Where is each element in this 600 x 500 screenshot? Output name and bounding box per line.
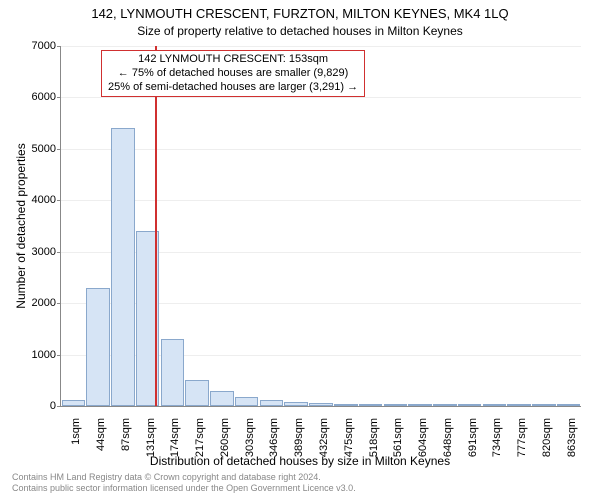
x-tick-label: 217sqm bbox=[194, 418, 206, 468]
histogram-bar bbox=[334, 404, 358, 406]
y-tick bbox=[57, 303, 61, 304]
x-tick-label: 174sqm bbox=[169, 418, 181, 468]
y-tick bbox=[57, 200, 61, 201]
y-tick bbox=[57, 355, 61, 356]
histogram-bar bbox=[483, 404, 507, 406]
histogram-bar bbox=[458, 404, 482, 406]
histogram-bar bbox=[210, 391, 234, 406]
histogram-bar bbox=[309, 403, 333, 406]
histogram-bar bbox=[111, 128, 135, 406]
histogram-bar bbox=[532, 404, 556, 406]
y-tick-label: 0 bbox=[16, 400, 56, 412]
histogram-bar bbox=[384, 404, 408, 406]
x-tick-label: 1sqm bbox=[70, 418, 82, 468]
x-tick-label: 691sqm bbox=[467, 418, 479, 468]
annotation-box: 142 LYNMOUTH CRESCENT: 153sqm ← 75% of d… bbox=[101, 50, 365, 97]
histogram-bar bbox=[433, 404, 457, 406]
x-tick-label: 44sqm bbox=[95, 418, 107, 468]
x-tick-label: 518sqm bbox=[368, 418, 380, 468]
histogram-bar bbox=[284, 402, 308, 406]
x-tick-label: 389sqm bbox=[293, 418, 305, 468]
page-subtitle: Size of property relative to detached ho… bbox=[0, 24, 600, 38]
chart-container: 142, LYNMOUTH CRESCENT, FURZTON, MILTON … bbox=[0, 0, 600, 500]
x-tick-label: 604sqm bbox=[417, 418, 429, 468]
marker-line bbox=[155, 46, 157, 406]
y-tick-label: 2000 bbox=[16, 297, 56, 309]
grid-line bbox=[61, 97, 581, 98]
y-tick bbox=[57, 406, 61, 407]
histogram-bar bbox=[235, 397, 259, 406]
x-tick-label: 648sqm bbox=[442, 418, 454, 468]
x-tick-label: 820sqm bbox=[541, 418, 553, 468]
histogram-bar bbox=[557, 404, 581, 406]
y-tick-label: 5000 bbox=[16, 143, 56, 155]
x-tick-label: 777sqm bbox=[516, 418, 528, 468]
histogram-bar bbox=[62, 400, 86, 406]
y-tick bbox=[57, 252, 61, 253]
y-tick-label: 4000 bbox=[16, 194, 56, 206]
grid-line bbox=[61, 46, 581, 47]
x-tick-label: 87sqm bbox=[120, 418, 132, 468]
y-axis-title: Number of detached properties bbox=[14, 143, 28, 308]
histogram-bar bbox=[359, 404, 383, 406]
histogram-bar bbox=[86, 288, 110, 406]
x-tick-label: 260sqm bbox=[219, 418, 231, 468]
y-tick bbox=[57, 97, 61, 98]
footer-line2: Contains public sector information licen… bbox=[12, 483, 356, 494]
x-tick-label: 863sqm bbox=[566, 418, 578, 468]
x-tick-label: 561sqm bbox=[392, 418, 404, 468]
annotation-line2: ← 75% of detached houses are smaller (9,… bbox=[108, 67, 358, 81]
page-title: 142, LYNMOUTH CRESCENT, FURZTON, MILTON … bbox=[0, 6, 600, 21]
histogram-bar bbox=[260, 400, 284, 406]
grid-line bbox=[61, 200, 581, 201]
chart-area: 142 LYNMOUTH CRESCENT: 153sqm ← 75% of d… bbox=[60, 46, 581, 407]
x-tick-label: 303sqm bbox=[244, 418, 256, 468]
x-tick-label: 734sqm bbox=[491, 418, 503, 468]
grid-line bbox=[61, 149, 581, 150]
y-tick-label: 6000 bbox=[16, 91, 56, 103]
histogram-bar bbox=[185, 380, 209, 406]
x-tick-label: 346sqm bbox=[268, 418, 280, 468]
annotation-line1: 142 LYNMOUTH CRESCENT: 153sqm bbox=[108, 53, 358, 67]
histogram-bar bbox=[408, 404, 432, 406]
x-tick-label: 432sqm bbox=[318, 418, 330, 468]
annotation-line3: 25% of semi-detached houses are larger (… bbox=[108, 81, 358, 95]
y-tick-label: 1000 bbox=[16, 349, 56, 361]
y-tick bbox=[57, 149, 61, 150]
y-tick-label: 3000 bbox=[16, 246, 56, 258]
x-tick-label: 131sqm bbox=[145, 418, 157, 468]
histogram-bar bbox=[161, 339, 185, 406]
y-tick bbox=[57, 46, 61, 47]
footer-line1: Contains HM Land Registry data © Crown c… bbox=[12, 472, 321, 483]
y-tick-label: 7000 bbox=[16, 40, 56, 52]
x-tick-label: 475sqm bbox=[343, 418, 355, 468]
histogram-bar bbox=[507, 404, 531, 406]
